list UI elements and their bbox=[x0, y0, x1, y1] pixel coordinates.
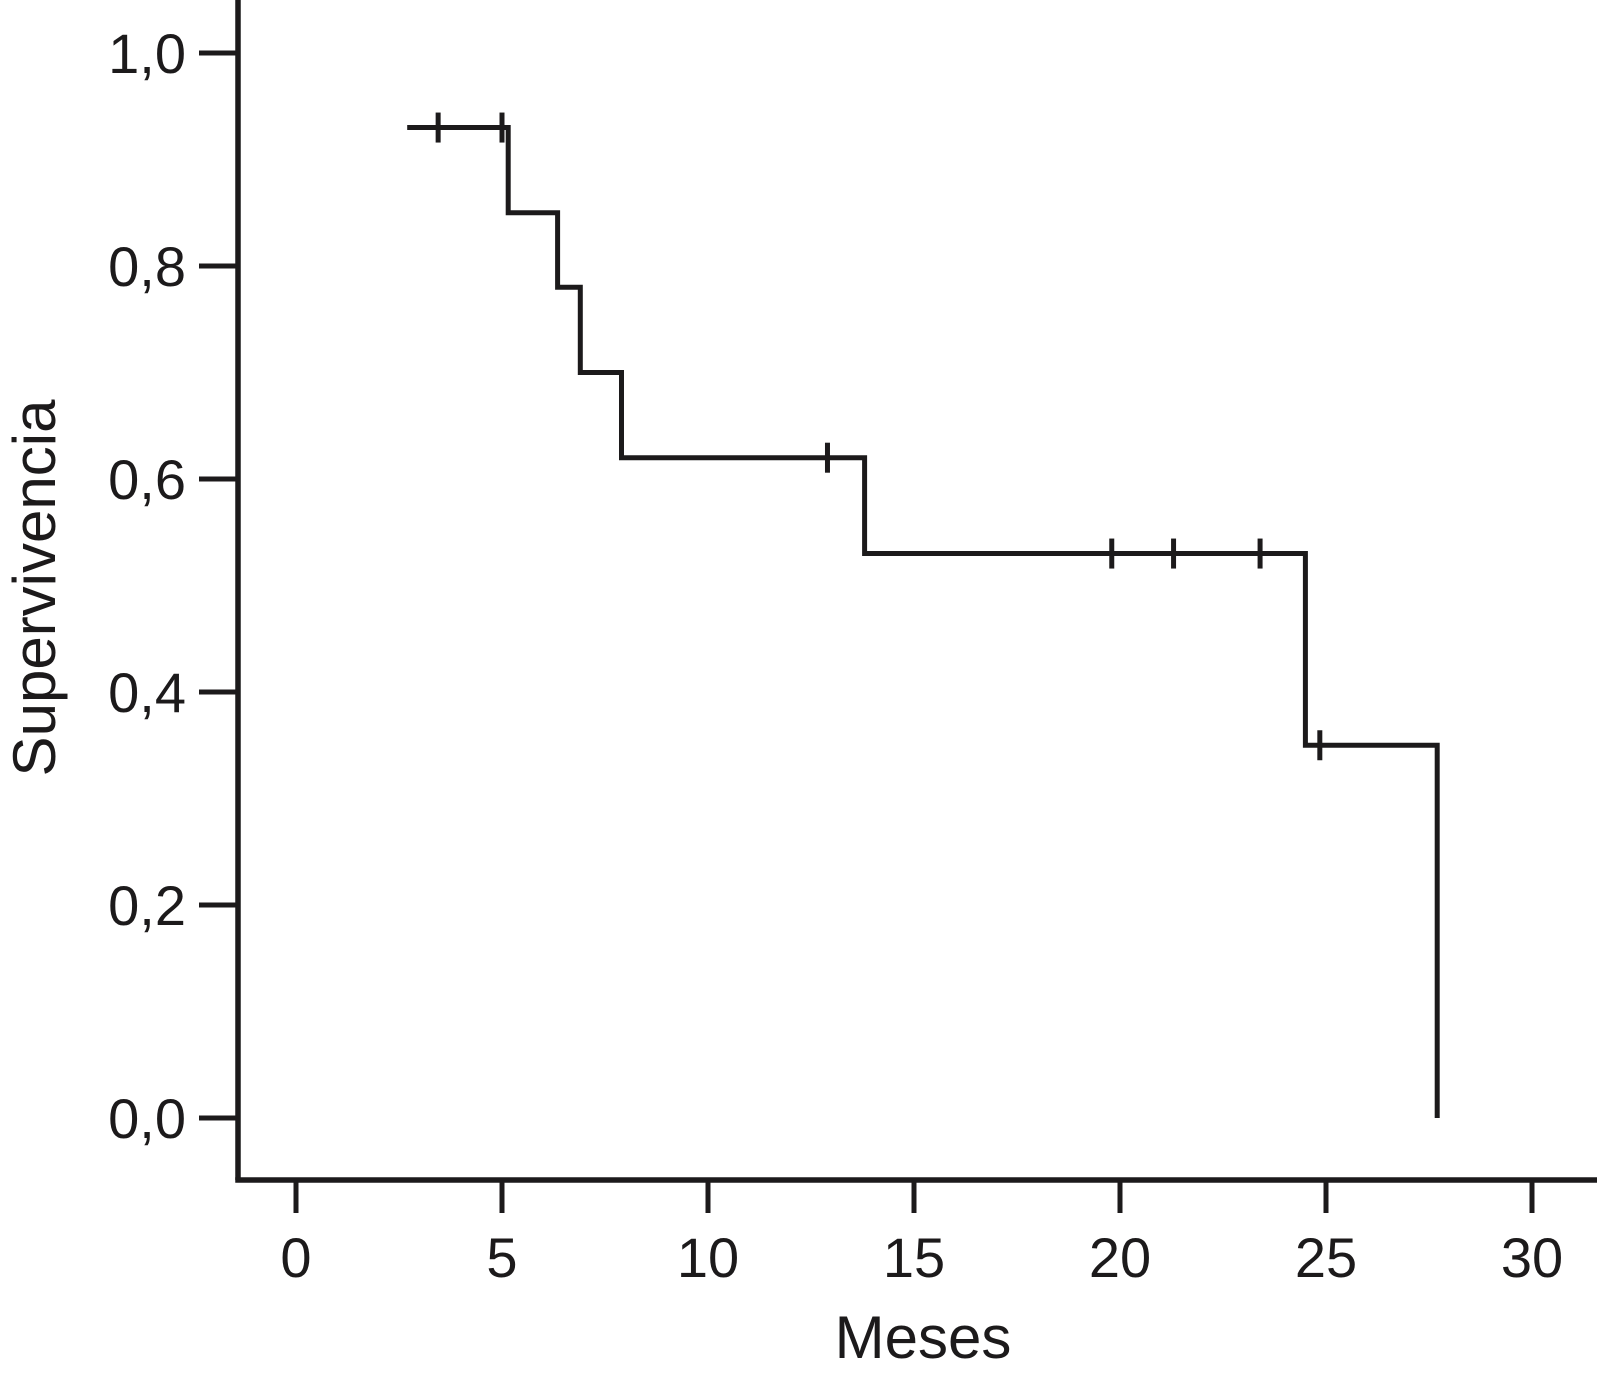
x-axis-ticks: 0 5 10 15 20 25 30 bbox=[280, 1180, 1563, 1289]
y-tick-label: 0,4 bbox=[108, 661, 186, 724]
x-tick-label: 10 bbox=[677, 1226, 739, 1289]
x-tick-label: 25 bbox=[1295, 1226, 1357, 1289]
y-tick-label: 1,0 bbox=[108, 22, 186, 85]
censor-marks bbox=[435, 112, 1323, 761]
x-axis-title: Meses bbox=[835, 1304, 1012, 1371]
y-axis-title: Supervivencia bbox=[1, 399, 68, 777]
x-tick-label: 5 bbox=[486, 1226, 517, 1289]
axes bbox=[235, 0, 1597, 1183]
y-tick-label: 0,6 bbox=[108, 448, 186, 511]
y-tick-label: 0,8 bbox=[108, 235, 186, 298]
survival-step-curve bbox=[407, 125, 1440, 1118]
x-tick-label: 30 bbox=[1501, 1226, 1563, 1289]
y-axis-ticks: 0,0 0,2 0,4 0,6 0,8 1,0 bbox=[108, 22, 238, 1150]
x-tick-label: 0 bbox=[280, 1226, 311, 1289]
y-tick-label: 0,0 bbox=[108, 1087, 186, 1150]
x-tick-label: 20 bbox=[1089, 1226, 1151, 1289]
x-tick-label: 15 bbox=[883, 1226, 945, 1289]
y-tick-label: 0,2 bbox=[108, 874, 186, 937]
